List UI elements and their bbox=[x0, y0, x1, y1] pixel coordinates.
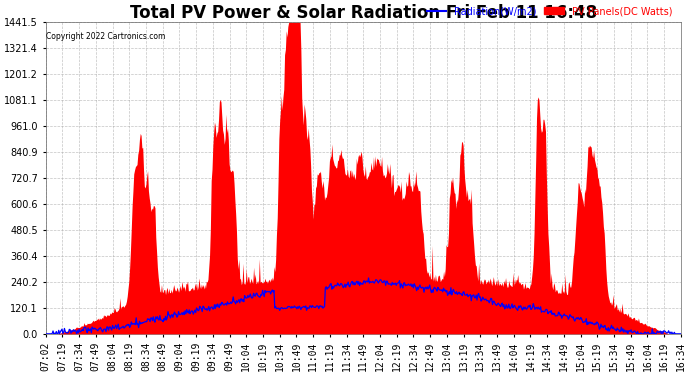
Legend: Radiation(W/m2), PV Panels(DC Watts): Radiation(W/m2), PV Panels(DC Watts) bbox=[423, 2, 676, 20]
Text: Copyright 2022 Cartronics.com: Copyright 2022 Cartronics.com bbox=[46, 32, 166, 41]
Title: Total PV Power & Solar Radiation Fri Feb 11 16:48: Total PV Power & Solar Radiation Fri Feb… bbox=[130, 4, 597, 22]
